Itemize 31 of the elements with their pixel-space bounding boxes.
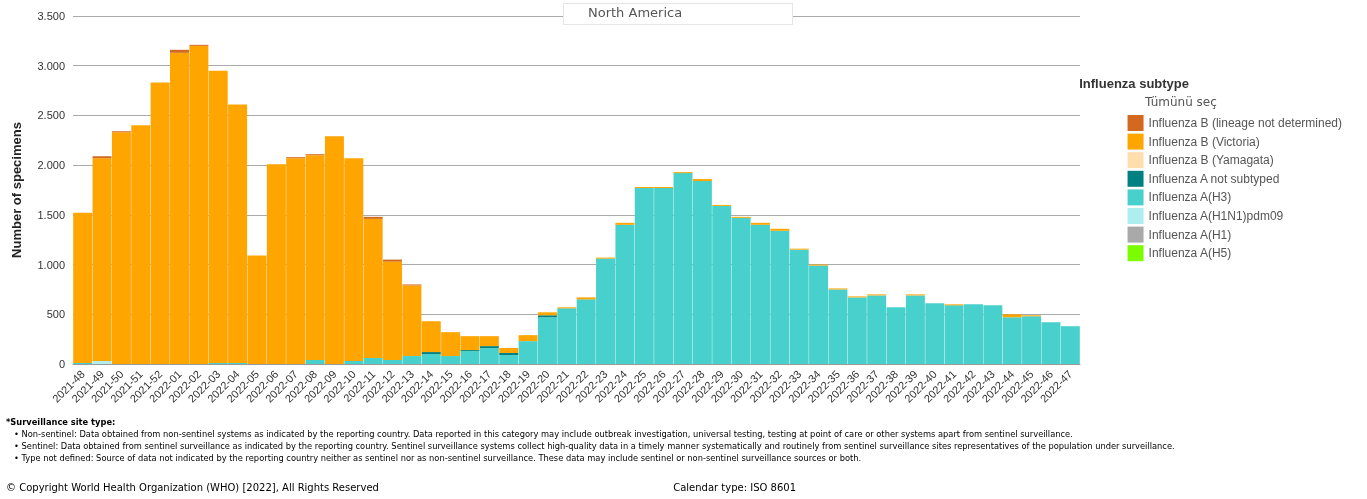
y-axis-title: Number of specimens [9, 122, 24, 258]
text: Calendar type: ISO 8601 [673, 482, 796, 493]
legend-title: Influenza subtype [1079, 76, 1190, 91]
y-tick-label: 2.000 [37, 159, 65, 172]
dropdown-field: North America [563, 3, 793, 25]
legend-label: Influenza A(H5) [1148, 246, 1232, 261]
legend-label: Influenza A not subtyped [1148, 171, 1280, 186]
y-tick-label: 1.500 [37, 208, 65, 221]
text: Tümünü seç [1145, 95, 1217, 109]
legend-label: Influenza A(H1N1)pdm09 [1148, 209, 1284, 223]
y-tick-label: 1.000 [37, 258, 65, 271]
legend-label: Influenza A(H1) [1148, 227, 1232, 242]
text: • Non-sentinel: Data obtained from non-sentinel systems as indicated by the reporting country. Data reported in this category may include outbreak investigation, universal testing, testing at point of care or other systems apart from sentinel surveillance. [13, 428, 1074, 440]
y-tick-label: 3.500 [37, 10, 65, 22]
y-tick-label: 0 [58, 358, 65, 370]
bar [305, 360, 325, 364]
legend-label: Influenza B (Yamagata) [1148, 153, 1274, 168]
legend-label: Influenza A(H3) [1148, 190, 1232, 205]
text: *Surveillance site type: [6, 416, 117, 428]
text: • Type not defined: Source of data not indicated by the reporting country neither as sentinel nor as non-sentinel surveillance. These data may include sentinel or non-sentinel surveillance sources or both. [13, 452, 863, 464]
y-tick-label: 2.500 [37, 109, 65, 122]
text: • Sentinel: Data obtained from sentinel surveillance as indicated by the reporting country. Sentinel surveillance systems collect high-quality data in a timely manner systematically and routinely from sentinel surveillance sites representatives of the population under surveillance. [13, 440, 1175, 452]
bar [518, 335, 538, 342]
y-tick-label: 500 [46, 308, 65, 321]
legend-label: Influenza B (Victoria) [1148, 134, 1260, 149]
bar [170, 49, 189, 53]
legend-label: Influenza B (lineage not determined) [1148, 116, 1342, 130]
text: © Copyright World Health Organization (WHO) [2022], All Rights Reserved [6, 482, 379, 493]
bar [499, 348, 519, 354]
bar [92, 361, 112, 364]
y-tick-label: 3.000 [37, 59, 65, 72]
